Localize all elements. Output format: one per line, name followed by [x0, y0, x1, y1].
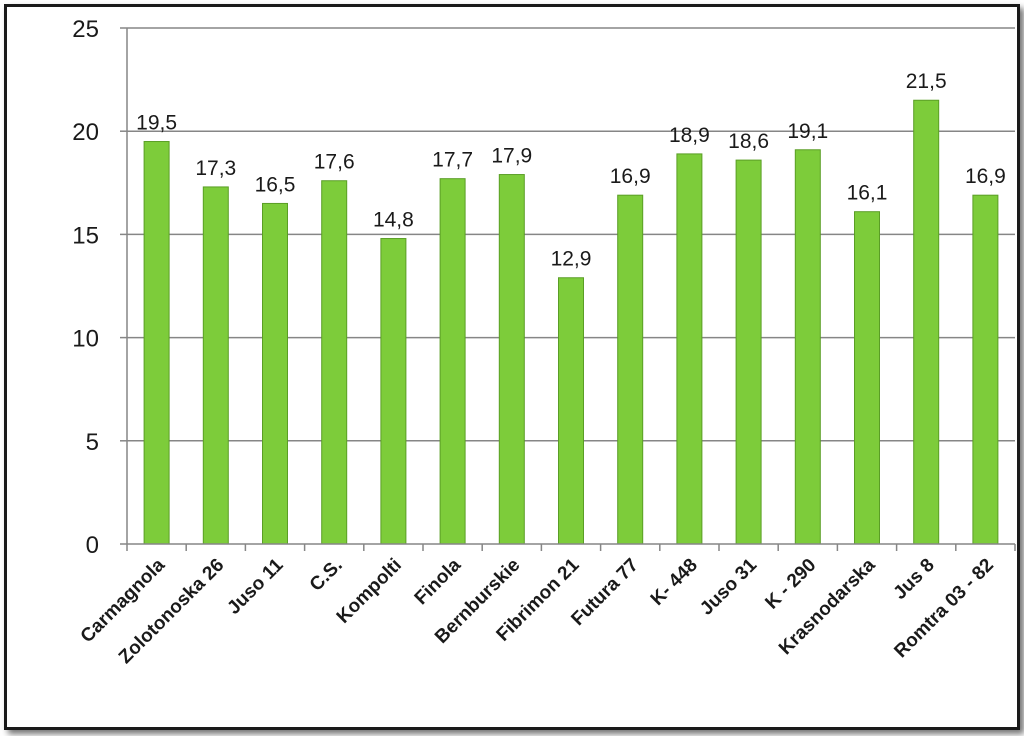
data-label: 18,6 — [728, 130, 769, 153]
x-tick-label: K - 290 — [761, 555, 820, 614]
bar — [794, 149, 821, 545]
bar — [854, 211, 880, 545]
data-label: 12,9 — [551, 248, 592, 271]
data-label: 17,9 — [491, 145, 532, 168]
y-tick-label: 20 — [72, 119, 99, 146]
y-axis-ticks: 0 5 10 15 20 25 — [72, 16, 127, 559]
data-label: 17,6 — [314, 151, 355, 174]
data-label: 19,1 — [787, 120, 828, 143]
data-label: 16,1 — [847, 182, 888, 205]
y-tick-label: 25 — [72, 16, 99, 43]
bar — [972, 194, 999, 545]
bar — [913, 99, 940, 545]
x-tick-label: Zolotonoska 26 — [115, 555, 228, 668]
bar — [676, 153, 703, 545]
y-tick-label: 5 — [86, 429, 99, 456]
bar — [735, 159, 762, 545]
data-label: 18,9 — [669, 124, 710, 147]
data-label: 14,8 — [373, 209, 414, 232]
bar — [558, 277, 584, 545]
x-tick-label: C.S. — [306, 555, 347, 596]
bar — [202, 186, 229, 545]
bar — [321, 180, 348, 545]
x-tick-label: Jus 8 — [890, 555, 939, 604]
bar — [143, 141, 170, 545]
data-label: 16,9 — [965, 165, 1006, 188]
x-tick-label: Juso 11 — [223, 554, 287, 618]
bar — [498, 174, 525, 545]
data-labels: 19,5 17,3 16,5 17,6 14,8 17,7 17,9 12,9 16,9 18,9… — [136, 70, 1006, 271]
x-tick-label: Kompolti — [333, 555, 406, 628]
data-label: 19,5 — [136, 112, 177, 135]
bar — [617, 194, 644, 545]
x-tick-label: K- 448 — [647, 555, 702, 610]
bar — [439, 178, 466, 545]
data-label: 21,5 — [906, 70, 947, 93]
data-label: 17,7 — [432, 149, 473, 172]
data-label: 17,3 — [195, 157, 236, 180]
data-label: 16,9 — [610, 165, 651, 188]
bar — [380, 238, 407, 545]
x-tick-label: Juso 31 — [696, 554, 761, 619]
bars — [143, 99, 999, 545]
x-axis — [126, 28, 1016, 551]
bar — [262, 202, 288, 545]
y-tick-label: 10 — [72, 326, 99, 353]
data-label: 16,5 — [255, 173, 296, 196]
x-tick-label: Finola — [411, 554, 466, 609]
y-tick-label: 15 — [72, 222, 99, 249]
y-tick-label: 0 — [86, 532, 99, 559]
